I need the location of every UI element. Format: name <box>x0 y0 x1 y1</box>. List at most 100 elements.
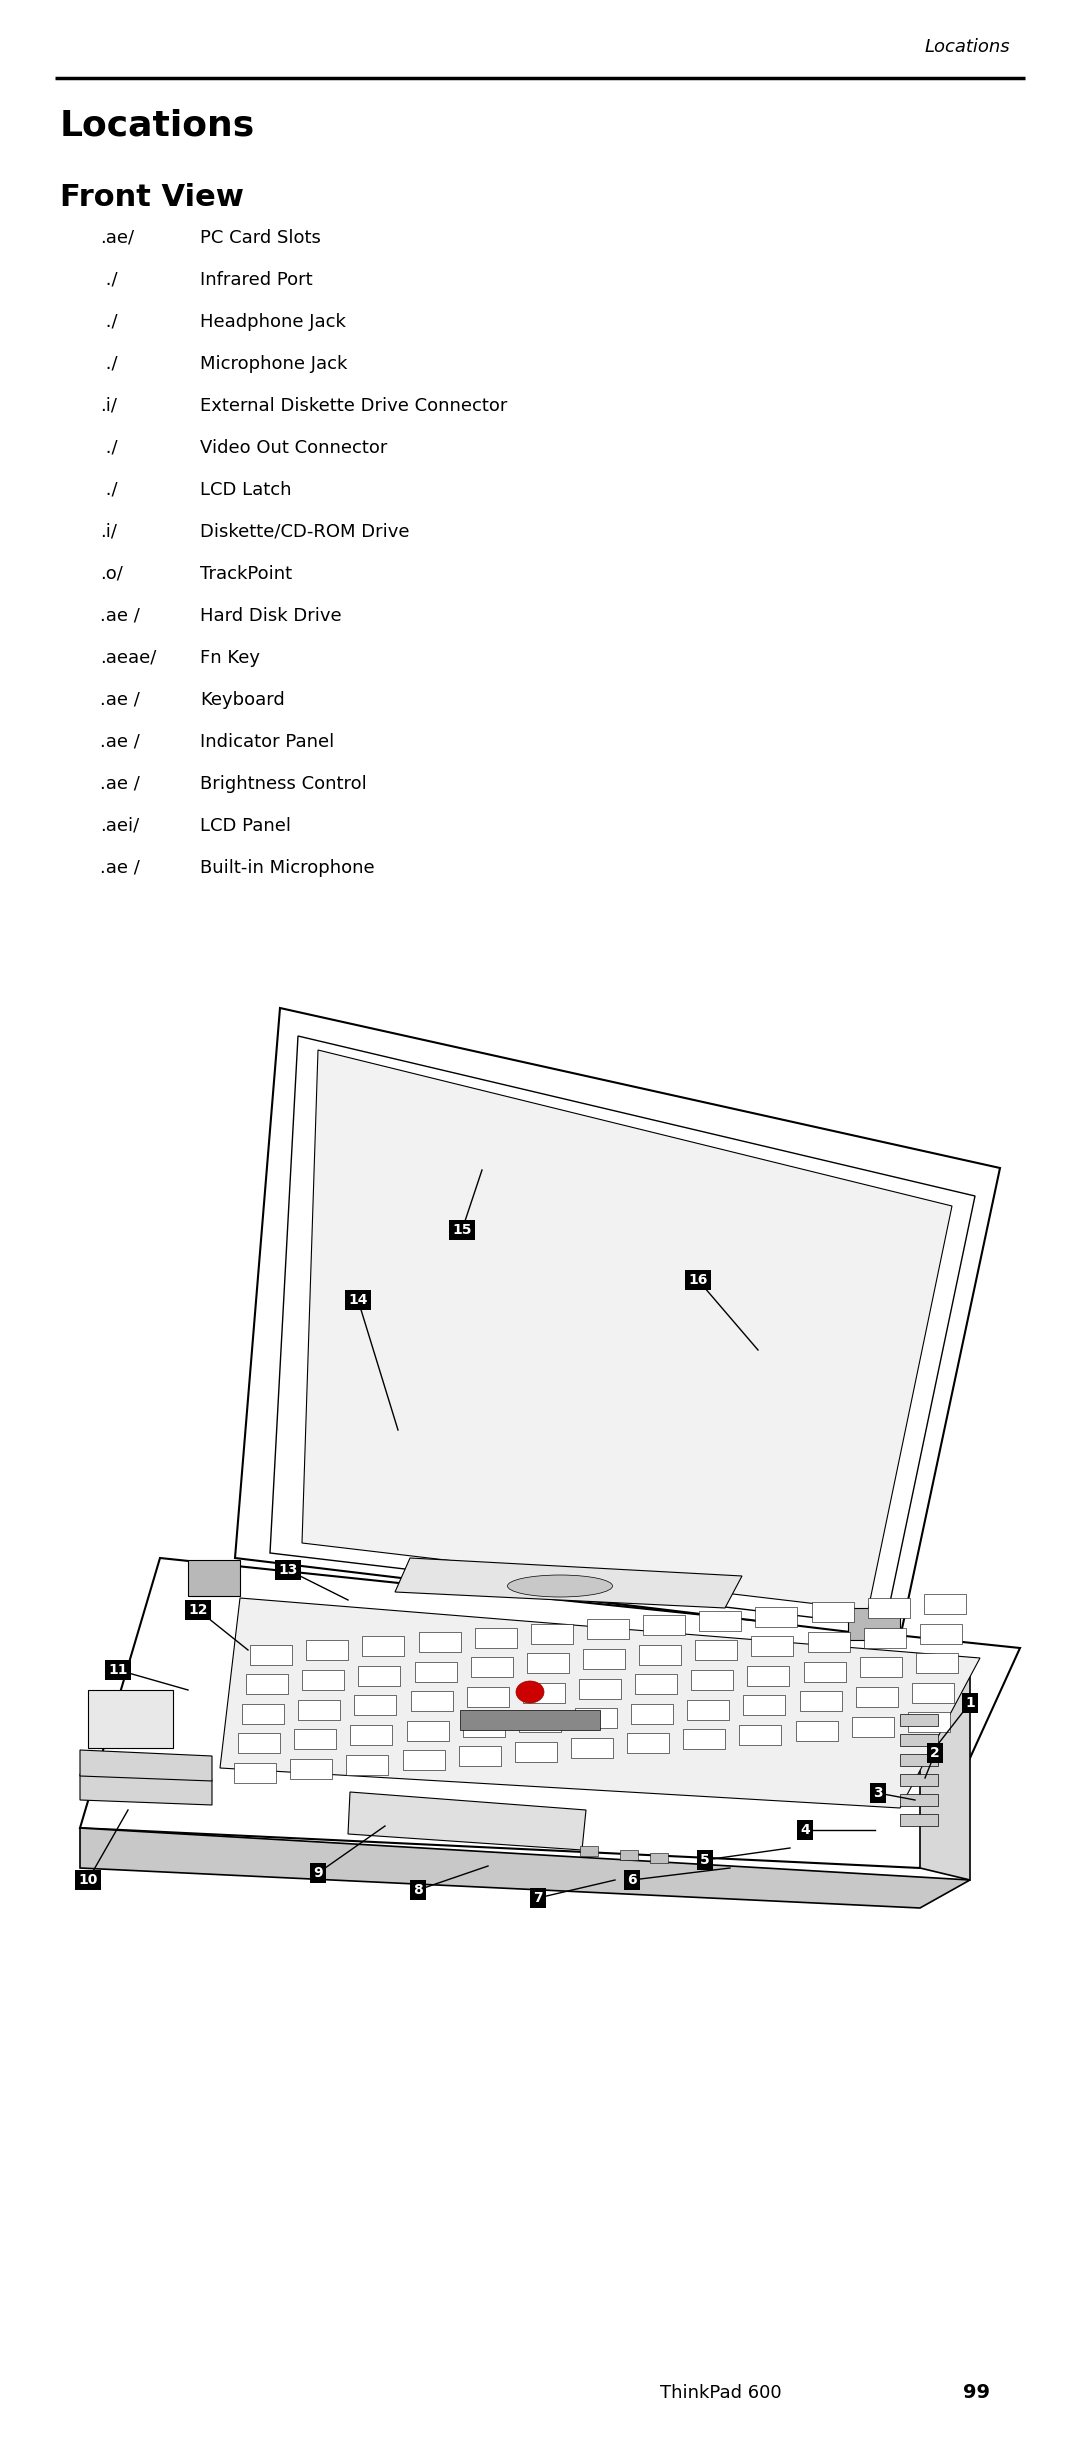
Text: 11: 11 <box>108 1662 127 1677</box>
Text: PC Card Slots: PC Card Slots <box>200 230 321 247</box>
Bar <box>307 1640 348 1660</box>
Text: ./: ./ <box>100 480 118 499</box>
Bar <box>471 1657 513 1677</box>
Text: 16: 16 <box>688 1273 707 1288</box>
Bar <box>900 1814 939 1826</box>
Bar <box>575 1709 617 1728</box>
Text: 9: 9 <box>313 1865 323 1880</box>
Polygon shape <box>80 1775 212 1804</box>
Bar <box>460 1711 600 1731</box>
Bar <box>808 1633 850 1652</box>
Text: 6: 6 <box>627 1873 637 1887</box>
Text: .ae /: .ae / <box>100 776 140 793</box>
Bar <box>579 1679 621 1699</box>
Bar <box>650 1853 669 1863</box>
Bar <box>294 1728 336 1750</box>
Text: Front View: Front View <box>60 184 244 213</box>
Bar <box>631 1704 673 1723</box>
Bar <box>740 1726 782 1745</box>
Text: .ae/: .ae/ <box>100 230 134 247</box>
Text: 14: 14 <box>348 1293 368 1307</box>
Text: 7: 7 <box>534 1890 543 1905</box>
Bar <box>87 1689 173 1748</box>
Bar <box>796 1721 838 1741</box>
Text: ./: ./ <box>100 355 118 372</box>
Bar <box>459 1745 501 1765</box>
Text: ./: ./ <box>100 272 118 289</box>
Bar <box>403 1750 445 1770</box>
Bar <box>811 1603 853 1623</box>
Bar <box>188 1559 240 1596</box>
Text: Microphone Jack: Microphone Jack <box>200 355 348 372</box>
Bar <box>639 1645 681 1665</box>
Bar <box>527 1652 569 1672</box>
Bar <box>900 1794 939 1807</box>
Text: 1: 1 <box>966 1696 975 1711</box>
Bar <box>691 1670 733 1689</box>
Bar <box>756 1606 797 1625</box>
Text: ./: ./ <box>100 313 118 330</box>
Bar <box>900 1755 939 1765</box>
Text: Keyboard: Keyboard <box>200 690 285 710</box>
Bar <box>743 1696 785 1716</box>
Bar <box>855 1687 897 1706</box>
Bar <box>354 1696 396 1716</box>
Polygon shape <box>220 1599 980 1809</box>
Text: Brightness Control: Brightness Control <box>200 776 367 793</box>
Bar <box>359 1665 401 1687</box>
Bar <box>644 1616 685 1635</box>
Bar <box>251 1645 292 1665</box>
Polygon shape <box>80 1829 970 1907</box>
Ellipse shape <box>516 1682 544 1704</box>
Bar <box>620 1851 638 1860</box>
Bar <box>234 1763 276 1782</box>
Bar <box>900 1775 939 1787</box>
Polygon shape <box>395 1557 742 1608</box>
Bar <box>410 1692 453 1711</box>
Bar <box>531 1623 572 1643</box>
Bar <box>238 1733 280 1753</box>
Text: .i/: .i/ <box>100 397 117 416</box>
Bar <box>864 1628 906 1648</box>
Bar <box>571 1738 613 1758</box>
Text: LCD Latch: LCD Latch <box>200 480 292 499</box>
Ellipse shape <box>508 1574 612 1596</box>
Bar <box>752 1635 794 1657</box>
Bar <box>852 1716 894 1736</box>
Bar <box>580 1846 598 1856</box>
Bar <box>298 1699 340 1718</box>
Bar <box>687 1699 729 1718</box>
Text: Locations: Locations <box>924 39 1010 56</box>
Bar <box>912 1682 954 1704</box>
Text: .o/: .o/ <box>100 565 123 583</box>
Text: External Diskette Drive Connector: External Diskette Drive Connector <box>200 397 508 416</box>
Text: .i/: .i/ <box>100 524 117 541</box>
Bar <box>860 1657 902 1677</box>
Text: Indicator Panel: Indicator Panel <box>200 732 334 752</box>
Text: Diskette/CD-ROM Drive: Diskette/CD-ROM Drive <box>200 524 409 541</box>
Text: Video Out Connector: Video Out Connector <box>200 438 388 458</box>
Text: Built-in Microphone: Built-in Microphone <box>200 859 375 876</box>
Text: ThinkPad 600: ThinkPad 600 <box>660 2384 782 2401</box>
Bar <box>475 1628 516 1648</box>
Bar <box>363 1635 404 1657</box>
Bar <box>467 1687 509 1706</box>
Bar <box>867 1599 909 1618</box>
Text: .ae /: .ae / <box>100 732 140 752</box>
Bar <box>302 1670 345 1689</box>
Bar <box>635 1674 677 1694</box>
Bar <box>419 1633 460 1652</box>
Text: .ae /: .ae / <box>100 607 140 624</box>
Bar <box>246 1674 288 1694</box>
Bar <box>923 1594 966 1613</box>
Bar <box>523 1682 565 1704</box>
Text: 8: 8 <box>414 1883 423 1897</box>
Bar <box>588 1618 629 1640</box>
Text: .aeae/: .aeae/ <box>100 649 157 666</box>
Bar <box>900 1733 939 1745</box>
Text: TrackPoint: TrackPoint <box>200 565 292 583</box>
Text: .ae /: .ae / <box>100 690 140 710</box>
Polygon shape <box>302 1050 951 1611</box>
Bar <box>747 1665 789 1687</box>
Bar <box>515 1743 557 1763</box>
